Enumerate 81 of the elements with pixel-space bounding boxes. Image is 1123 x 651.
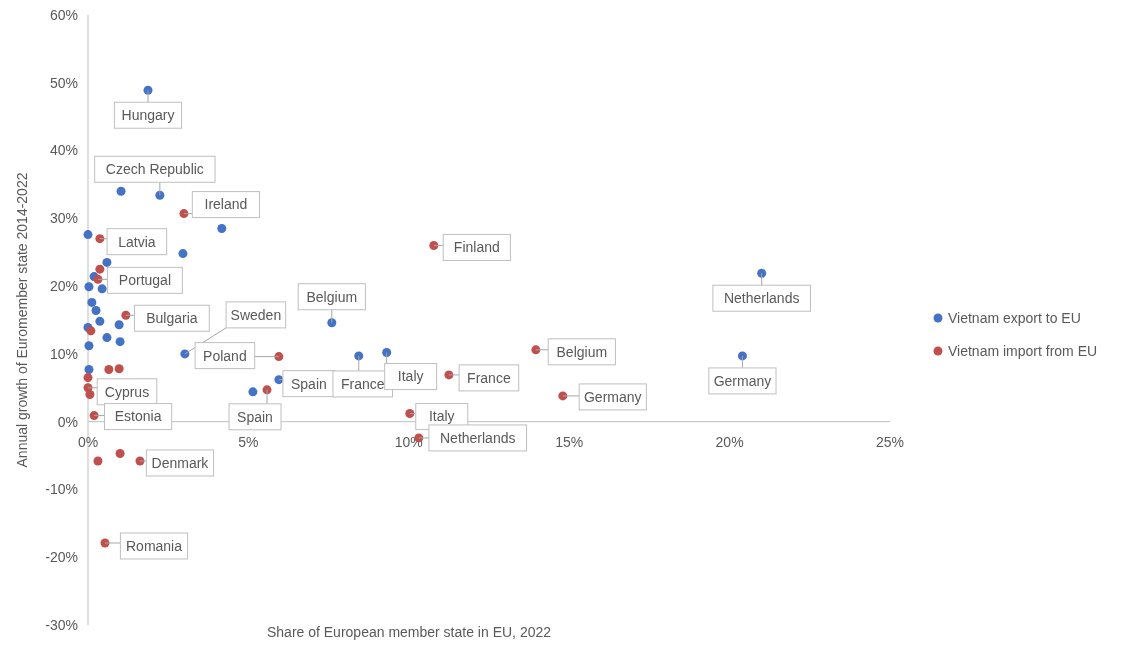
point (86, 326, 96, 336)
point (737, 351, 747, 361)
annotation: Belgium (556, 343, 608, 360)
point (97, 284, 107, 294)
point (274, 375, 284, 385)
point (102, 257, 112, 267)
point (85, 390, 95, 400)
annotation: Germany (713, 372, 772, 389)
annotation: Czech Republic (105, 161, 204, 178)
point (95, 234, 105, 244)
x-tick-label: 5% (238, 433, 259, 450)
annotation: Ireland (204, 196, 248, 213)
annotation: France (467, 369, 511, 386)
annotation: Estonia (114, 408, 162, 425)
point (104, 364, 114, 374)
annotation: Belgium (306, 288, 358, 305)
y-tick-label: -30% (45, 616, 78, 633)
point (84, 364, 94, 374)
annotation: Latvia (118, 233, 156, 250)
annotation: Italy (428, 408, 455, 425)
point (114, 320, 124, 330)
legend-label: Vietnam import from EU (948, 342, 1098, 359)
point (757, 268, 767, 278)
annotation: Spain (237, 408, 273, 425)
y-tick-label: 10% (49, 345, 78, 362)
y-tick-label: 60% (49, 6, 78, 23)
annotation: Sweden (230, 306, 282, 323)
annotation: Cyprus (104, 383, 150, 400)
point (83, 373, 93, 383)
annotation: Bulgaria (146, 310, 198, 327)
annotation: Germany (583, 388, 642, 405)
annotation: Poland (203, 347, 247, 364)
annotation: Italy (397, 368, 424, 385)
x-tick-label: 15% (555, 433, 584, 450)
y-tick-label: 0% (57, 413, 78, 430)
point (83, 230, 93, 240)
point (429, 240, 439, 250)
point (248, 387, 258, 397)
point (95, 264, 105, 274)
point (179, 209, 189, 219)
point (95, 316, 105, 326)
annotation: France (340, 375, 385, 392)
annotation: Denmark (151, 454, 210, 471)
point (84, 341, 94, 351)
x-tick-label: 0% (77, 433, 99, 450)
legend-label: Vietnam export to EU (948, 309, 1081, 326)
point (91, 306, 101, 316)
point (84, 282, 94, 292)
y-tick-label: 30% (49, 210, 78, 227)
annotation: Spain (290, 375, 327, 392)
y-tick-label: 40% (49, 142, 78, 159)
point (93, 456, 103, 466)
x-axis-title: Share of European member state in EU, 2022 (266, 624, 552, 640)
annotation: Portugal (118, 272, 172, 289)
x-tick-label: 25% (875, 433, 905, 450)
point (121, 310, 131, 320)
point (115, 337, 125, 347)
point (217, 224, 227, 233)
point (531, 345, 541, 355)
y-tick-label: -10% (45, 481, 78, 498)
point (115, 449, 125, 459)
x-tick-label: 20% (715, 433, 744, 450)
annotation: Hungary (121, 107, 175, 124)
y-axis-title: Annual growth of Euromember state 2014-2022 (13, 172, 30, 468)
point (93, 274, 103, 284)
point (102, 333, 112, 343)
annotation: Finland (453, 239, 500, 256)
annotation: Romania (125, 537, 183, 554)
y-tick-label: 50% (49, 74, 78, 91)
point (114, 364, 124, 374)
point (178, 249, 188, 259)
point (116, 186, 126, 196)
point (327, 318, 337, 328)
point (87, 297, 97, 307)
y-tick-label: -20% (45, 549, 78, 566)
y-tick-label: 20% (49, 278, 78, 295)
point (274, 352, 284, 362)
annotation: Netherlands (439, 429, 516, 446)
annotation: Netherlands (723, 290, 800, 307)
point (382, 348, 392, 358)
point (405, 409, 415, 419)
